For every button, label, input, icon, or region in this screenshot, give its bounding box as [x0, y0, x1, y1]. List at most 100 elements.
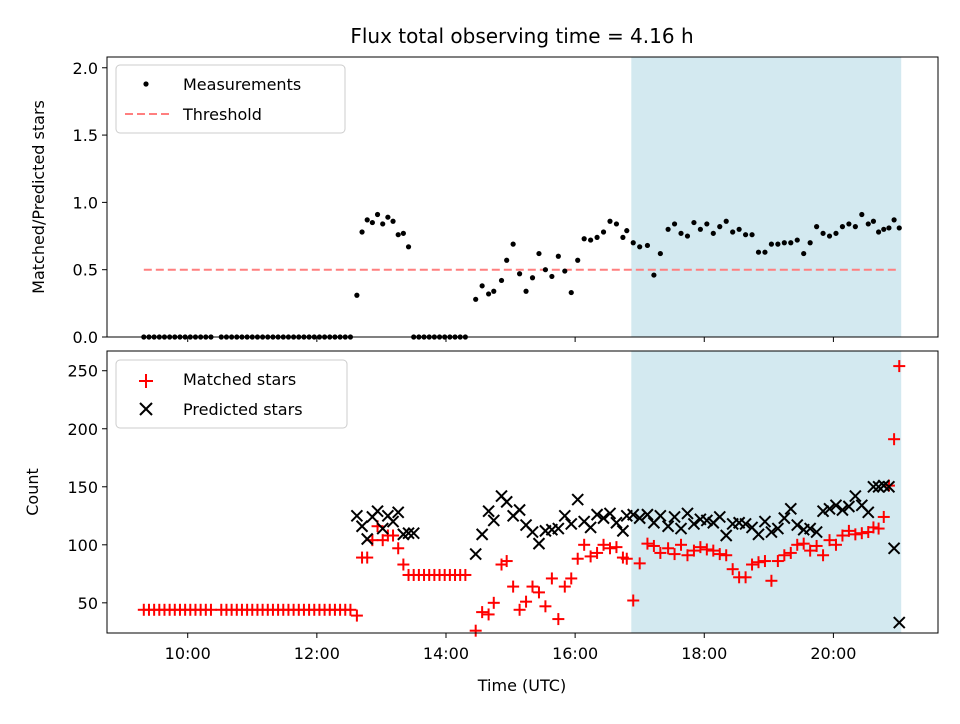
predicted-star-point [713, 510, 726, 524]
matched-star-point [771, 555, 784, 568]
measurement-point [826, 233, 833, 239]
matched-star-point [627, 594, 640, 607]
matched-star-point [849, 528, 862, 541]
predicted-star-point [784, 502, 797, 516]
measurement-point [529, 275, 536, 281]
top-y-axis-label: Matched/Predicted stars [29, 100, 48, 294]
predicted-star-point [681, 507, 694, 520]
matched-star-point [500, 555, 513, 568]
y-tick-label: 0.5 [73, 261, 98, 280]
predicted-star-point [765, 525, 778, 539]
measurement-point [568, 289, 574, 296]
bottom-axes-frame [106, 350, 939, 634]
matched-star-point [469, 624, 482, 637]
matched-star-point [571, 552, 584, 565]
measurement-point [788, 240, 794, 246]
measurement-point [781, 240, 787, 246]
matched-star-point [726, 563, 739, 576]
predicted-star-point [571, 493, 584, 506]
predicted-star-point [487, 514, 500, 527]
matched-star-point [752, 556, 765, 569]
legend-x-marker [139, 402, 153, 416]
legend-plus-marker [139, 374, 153, 388]
x-tick-label: 16:00 [552, 644, 598, 663]
count-points [137, 360, 906, 637]
predicted-star-point [816, 504, 830, 518]
measurement-point [833, 230, 839, 236]
matched-star-point [675, 538, 688, 551]
matched-star-point [823, 534, 836, 547]
matched-star-point [867, 521, 880, 534]
measurement-point [710, 230, 716, 236]
y-tick-label: 1.5 [73, 126, 98, 145]
predicted-star-point [627, 508, 640, 521]
matched-star-point [610, 541, 623, 554]
measurement-point [504, 257, 510, 263]
predicted-star-point [513, 503, 526, 517]
matched-star-point [836, 529, 849, 542]
matched-star-point [584, 550, 597, 563]
predicted-star-point [882, 480, 896, 493]
measurement-point [717, 224, 723, 230]
measurement-point [852, 224, 858, 230]
matched-star-point [641, 537, 654, 550]
measurement-point [665, 226, 671, 232]
predicted-star-point [590, 508, 604, 521]
measurement-point [768, 241, 775, 247]
matched-star-point [758, 555, 771, 568]
y-tick-label: 50 [78, 594, 98, 613]
measurement-point [562, 268, 568, 274]
measurement-point [637, 244, 643, 250]
matched-star-point [476, 606, 489, 619]
y-tick-label: 250 [67, 362, 98, 381]
measurement-point [536, 250, 542, 257]
predicted-star-point [361, 532, 374, 546]
predicted-star-point [350, 509, 364, 522]
measurement-point [704, 221, 710, 227]
x-axis-label: Time (UTC) [477, 676, 566, 695]
x-tick-label: 20:00 [810, 644, 856, 663]
measurement-point [594, 234, 600, 240]
measurement-point [814, 224, 820, 230]
predicted-star-point [739, 517, 752, 531]
predicted-star-point [532, 537, 546, 550]
predicted-star-point [584, 521, 597, 534]
matched-star-point [392, 542, 405, 555]
matched-star-point [842, 524, 855, 537]
legend-label-measurements: Measurements [183, 75, 301, 94]
matched-star-point [877, 510, 890, 523]
measurement-point [510, 241, 516, 247]
measurement-point [555, 253, 561, 259]
predicted-star-point [616, 524, 630, 538]
legend-label-matched: Matched stars [183, 370, 296, 389]
y-tick-label: 1.0 [73, 193, 98, 212]
predicted-star-point [376, 522, 389, 535]
x-tick-label: 18:00 [681, 644, 727, 663]
measurement-point [542, 267, 549, 273]
measurement-point [359, 229, 365, 235]
measurement-point [723, 218, 729, 224]
measurement-point [354, 292, 360, 298]
measurement-point [820, 230, 826, 236]
matched-star-point [482, 608, 495, 621]
matched-star-point [791, 538, 804, 551]
predicted-star-point [391, 506, 405, 519]
measurement-point [473, 296, 479, 302]
matched-star-point [888, 433, 901, 446]
matched-star-point [647, 539, 660, 552]
measurement-point [859, 211, 865, 218]
legend-dot-marker [143, 81, 149, 87]
predicted-star-point [849, 489, 862, 503]
matched-star-point [397, 558, 410, 571]
y-tick-label: 100 [67, 536, 98, 555]
predicted-star-point [668, 510, 681, 524]
predicted-star-point [867, 480, 880, 493]
matched-star-point [662, 542, 675, 555]
top-x-ticks [187, 337, 834, 342]
measurement-point [486, 291, 492, 297]
matched-star-point [765, 574, 778, 587]
measurement-point [775, 241, 781, 247]
matched-star-point [668, 548, 681, 561]
x-tick-label: 14:00 [423, 644, 469, 663]
measurement-point [651, 272, 657, 278]
